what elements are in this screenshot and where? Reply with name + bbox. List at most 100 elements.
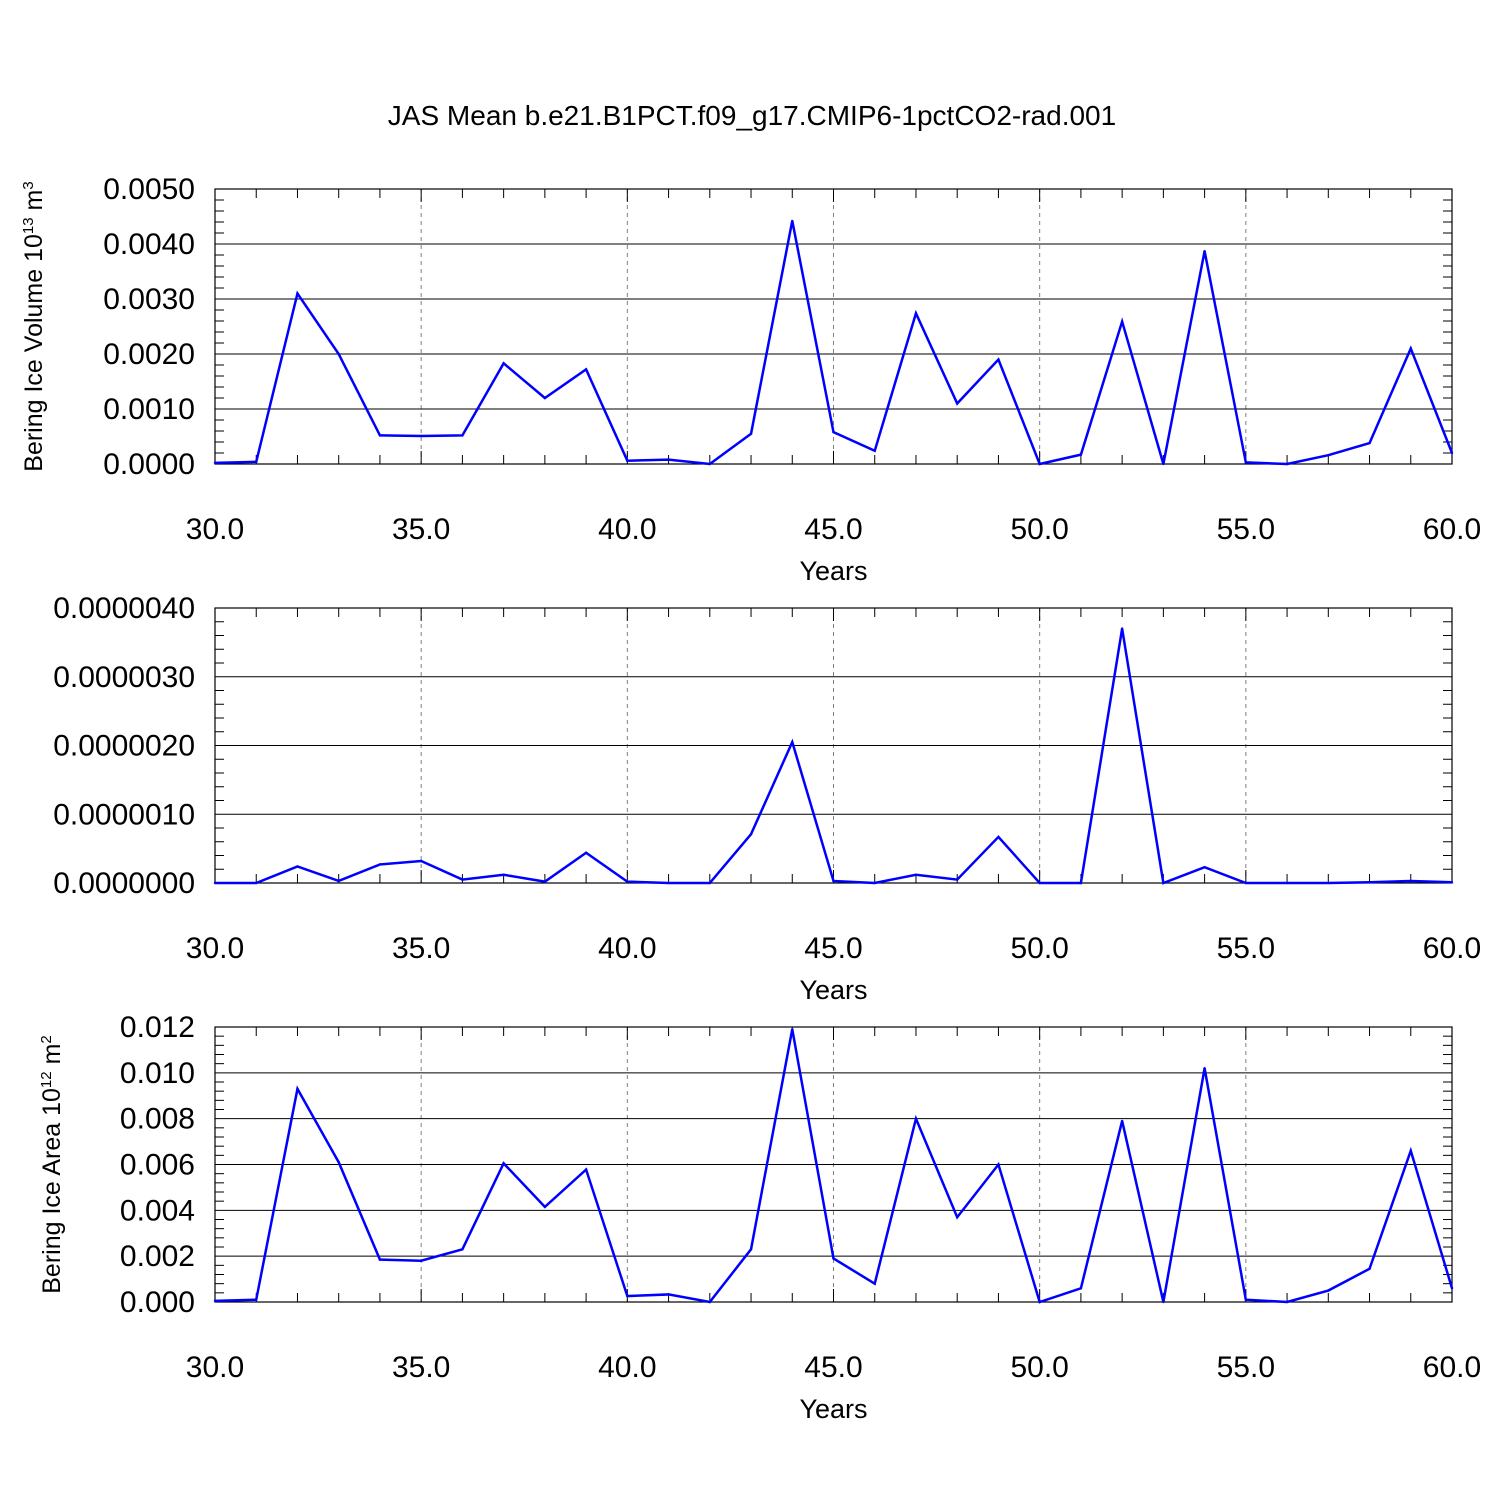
x-tick-label: 40.0 [598,932,656,965]
data-point [626,1294,629,1298]
data-point [914,873,918,876]
data-point [255,460,258,463]
data-point [213,461,217,465]
x-tick-label: 30.0 [186,513,244,546]
x-tick-label: 60.0 [1423,932,1481,965]
x-tick-label: 60.0 [1423,513,1481,546]
data-point [296,1087,299,1091]
data-point [667,1293,670,1296]
y-axis-label-part: m [38,1044,66,1072]
data-point [255,1298,258,1301]
y-tick-label: 0.0000020 [53,730,195,763]
data-point [1368,441,1371,445]
data-point [914,312,918,315]
x-tick-label: 30.0 [186,1351,244,1384]
data-point [461,1248,464,1251]
data-point [1244,881,1248,885]
data-point [1368,1267,1371,1270]
data-point [873,1282,876,1285]
y-tick-label: 0.0050 [103,173,195,206]
data-point [749,432,753,435]
x-tick-label: 55.0 [1217,932,1275,965]
data-point [873,449,876,452]
data-point [419,859,423,863]
y-tick-label: 0.0010 [103,393,195,426]
chart-panel-3: 0.000 0.002 0.004 0.006 0.008 0.010 0.012 30.0 3… [38,1011,1481,1424]
data-point [708,881,711,885]
y-tick-label: 0.002 [120,1240,195,1273]
y-axis-label-part: m [20,190,48,218]
data-point [1285,1300,1289,1304]
data-point [1038,881,1041,885]
data-point [1450,1287,1454,1290]
y-tick-label: 0.012 [120,1011,195,1044]
data-point [584,851,588,854]
x-axis-label: Years [799,975,867,1005]
data-point [1203,1067,1206,1070]
data-point [1244,1298,1248,1301]
data-point [378,863,382,866]
data-point [749,832,753,836]
y-axis-label-superscript: 3 [20,181,37,189]
data-point [1120,627,1124,630]
y-tick-label: 0.0000030 [53,661,195,694]
data-point [584,1168,588,1171]
data-point [543,396,547,400]
data-point [1327,881,1330,885]
y-axis-label-superscript: 2 [38,1035,55,1043]
data-point [255,881,258,885]
y-tick-label: 0.010 [120,1057,195,1090]
data-point [832,1257,835,1260]
data-point [378,1258,382,1261]
plot-frame [214,607,1453,884]
data-point [626,880,629,883]
data-point [213,1299,217,1303]
data-point [667,881,670,885]
x-tick-label: 50.0 [1010,932,1068,965]
plot-frame [214,1026,1453,1303]
data-point [1450,881,1454,884]
y-tick-label: 0.0020 [103,338,195,371]
chart-panel-2: 0.0000000 0.0000010 0.0000020 0.0000030 0.00… [53,592,1481,1005]
data-point [378,434,382,437]
data-point [1203,249,1206,253]
x-axis-label: Years [799,1394,867,1424]
data-point [1162,881,1165,885]
data-point [873,881,876,885]
data-point [1120,320,1124,323]
plot-frame [214,188,1453,465]
data-point [584,368,588,371]
data-point [1162,1300,1165,1304]
data-point [791,219,794,223]
data-point [1450,451,1454,455]
x-tick-label: 45.0 [804,932,862,965]
panels: 0.00000.00100.00200.00300.00400.005030.0… [20,173,1481,1424]
data-point [296,865,299,868]
data-point [1079,453,1083,456]
data-point [461,434,464,437]
x-tick-label: 40.0 [598,1351,656,1384]
x-tick-label: 45.0 [804,513,862,546]
y-axis-label-part: Bering Ice Area 10 [38,1088,66,1294]
y-axis-label-superscript: 13 [20,217,37,234]
data-point [1244,461,1248,464]
data-point [296,292,299,295]
y-axis-label: Bering Ice Volume 1013 m3 [20,181,48,471]
data-point [1409,347,1412,350]
x-tick-label: 50.0 [1010,1351,1068,1384]
data-point [1409,879,1412,883]
x-tick-label: 45.0 [804,1351,862,1384]
data-point [667,458,670,461]
data-point [956,878,959,881]
data-point [791,740,794,744]
data-point [543,880,547,883]
x-tick-label: 40.0 [598,513,656,546]
x-tick-label: 55.0 [1217,1351,1275,1384]
data-point [461,878,464,881]
chart-panel-1: 0.0000 0.0010 0.0020 0.0030 0.0040 0.0050 30.0… [20,173,1481,586]
data-point [997,1163,1000,1166]
data-point [1079,1287,1083,1290]
data-point [708,462,711,466]
data-point [708,1300,711,1304]
